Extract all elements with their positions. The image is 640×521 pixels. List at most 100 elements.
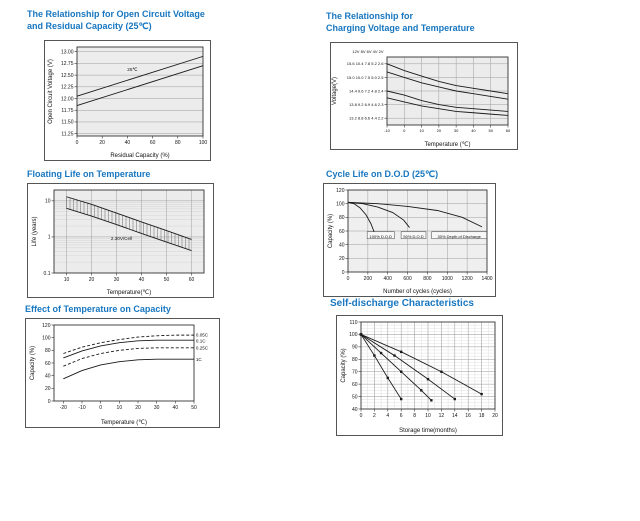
svg-text:0.1C: 0.1C bbox=[196, 338, 206, 343]
svg-text:Storage time(months): Storage time(months) bbox=[399, 428, 457, 434]
svg-text:Residual Capacity (%): Residual Capacity (%) bbox=[110, 153, 169, 159]
svg-text:10: 10 bbox=[419, 128, 424, 133]
chart-panel-floating-life: 10 20 30 40 50 60 10 1 0.1 Temperature(℃) Life (ye… bbox=[27, 183, 214, 298]
svg-text:0.1: 0.1 bbox=[44, 271, 51, 277]
chart-title-line: Effect of Temperature on Capacity bbox=[25, 304, 171, 314]
svg-text:80: 80 bbox=[175, 140, 181, 146]
svg-text:0.25C: 0.25C bbox=[196, 345, 209, 350]
chart-figure-open-circuit-voltage: 0 20 40 60 80 100 11.25 11.50 11.75 12.00 12.25 12.… bbox=[45, 41, 210, 160]
chart-title-temperature-capacity: Effect of Temperature on Capacity bbox=[25, 303, 255, 315]
svg-text:Open Circuit Voltage (V): Open Circuit Voltage (V) bbox=[48, 59, 54, 124]
svg-text:60: 60 bbox=[189, 277, 195, 283]
svg-text:60: 60 bbox=[45, 361, 51, 367]
svg-text:30: 30 bbox=[114, 277, 120, 283]
svg-text:60: 60 bbox=[150, 140, 156, 146]
svg-text:13.2 8.8 6.6 4.4 2.2: 13.2 8.8 6.6 4.4 2.2 bbox=[349, 116, 384, 121]
svg-text:11.25: 11.25 bbox=[61, 131, 73, 137]
svg-text:Capacity (%): Capacity (%) bbox=[341, 348, 347, 382]
chart-figure-cycle-life: 0 200 400 600 800 1000 1200 1400 0 20 40 60 80 100 120… bbox=[324, 184, 495, 296]
svg-text:0: 0 bbox=[347, 276, 350, 282]
svg-text:20: 20 bbox=[437, 128, 442, 133]
svg-text:40: 40 bbox=[45, 373, 51, 379]
chart-title-cycle-life: Cycle Life on D.O.D (25℃) bbox=[326, 168, 546, 180]
chart-title-line: Cycle Life on D.O.D (25℃) bbox=[326, 169, 439, 179]
svg-text:-10: -10 bbox=[78, 405, 85, 411]
svg-text:12.50: 12.50 bbox=[61, 73, 74, 79]
svg-text:90: 90 bbox=[352, 345, 358, 351]
svg-text:10: 10 bbox=[64, 277, 70, 283]
svg-text:20: 20 bbox=[135, 405, 141, 411]
chart-title-charging-voltage: The Relationship for Charging Voltage an… bbox=[326, 10, 536, 34]
svg-text:Temperature(℃): Temperature(℃) bbox=[107, 290, 151, 296]
svg-text:120: 120 bbox=[42, 323, 51, 329]
svg-text:20: 20 bbox=[45, 386, 51, 392]
svg-text:1: 1 bbox=[48, 235, 51, 241]
svg-text:600: 600 bbox=[403, 276, 412, 282]
svg-text:100: 100 bbox=[336, 201, 345, 207]
svg-text:2: 2 bbox=[373, 413, 376, 419]
svg-text:50: 50 bbox=[352, 394, 358, 400]
svg-text:Temperature (℃): Temperature (℃) bbox=[101, 420, 147, 426]
chart-svg-self-discharge: 0 2 4 6 8 10 12 14 16 18 20 40 50 60 70 80 90 100 110 Stora… bbox=[341, 320, 498, 434]
svg-text:4: 4 bbox=[386, 413, 389, 419]
svg-text:1000: 1000 bbox=[442, 276, 453, 282]
svg-text:200: 200 bbox=[364, 276, 373, 282]
svg-text:30: 30 bbox=[454, 128, 459, 133]
svg-text:10: 10 bbox=[117, 405, 123, 411]
svg-text:13.8 9.2 6.9 4.6 2.3: 13.8 9.2 6.9 4.6 2.3 bbox=[349, 102, 384, 107]
svg-text:1C: 1C bbox=[196, 357, 203, 362]
svg-text:8: 8 bbox=[413, 413, 416, 419]
svg-text:50: 50 bbox=[164, 277, 170, 283]
svg-text:12.25: 12.25 bbox=[61, 85, 74, 91]
svg-text:0: 0 bbox=[99, 405, 102, 411]
svg-text:11.75: 11.75 bbox=[61, 108, 73, 114]
chart-panel-cycle-life: 0 200 400 600 800 1000 1200 1400 0 20 40 60 80 100 120… bbox=[323, 183, 496, 297]
svg-text:0.05C: 0.05C bbox=[196, 333, 209, 338]
svg-text:40: 40 bbox=[339, 242, 345, 248]
svg-text:0: 0 bbox=[48, 399, 51, 405]
svg-text:2.30V/Cell: 2.30V/Cell bbox=[111, 236, 132, 241]
chart-figure-floating-life: 10 20 30 40 50 60 10 1 0.1 Temperature(℃) Life (ye… bbox=[28, 184, 213, 297]
svg-text:12.75: 12.75 bbox=[61, 61, 74, 67]
chart-svg-open-circuit-voltage: 0 20 40 60 80 100 11.25 11.50 11.75 12.00 12.25 12.… bbox=[48, 46, 207, 159]
svg-text:120: 120 bbox=[336, 188, 345, 194]
svg-text:400: 400 bbox=[384, 276, 393, 282]
svg-text:Capacity (%): Capacity (%) bbox=[30, 346, 36, 380]
svg-text:-10: -10 bbox=[384, 128, 391, 133]
svg-text:12.00: 12.00 bbox=[61, 96, 74, 102]
svg-text:50: 50 bbox=[191, 405, 197, 411]
chart-panel-open-circuit-voltage: 0 20 40 60 80 100 11.25 11.50 11.75 12.00 12.25 12.… bbox=[44, 40, 211, 161]
svg-text:70: 70 bbox=[352, 369, 358, 375]
svg-text:0: 0 bbox=[360, 413, 363, 419]
svg-text:800: 800 bbox=[423, 276, 432, 282]
svg-text:15.0 10.0 7.5 5.0 2.5: 15.0 10.0 7.5 5.0 2.5 bbox=[347, 75, 384, 80]
svg-text:18: 18 bbox=[479, 413, 485, 419]
svg-text:16: 16 bbox=[465, 413, 471, 419]
chart-title-self-discharge: Self-discharge Characteristics bbox=[330, 297, 560, 311]
svg-text:100% D.O.D: 100% D.O.D bbox=[370, 234, 393, 239]
svg-text:100: 100 bbox=[349, 332, 358, 338]
svg-text:40: 40 bbox=[352, 407, 358, 413]
svg-text:1400: 1400 bbox=[481, 276, 492, 282]
chart-figure-self-discharge: 0 2 4 6 8 10 12 14 16 18 20 40 50 60 70 80 90 100 110 Stora… bbox=[337, 316, 502, 435]
svg-text:80: 80 bbox=[339, 215, 345, 221]
svg-text:Number of cycles (cycles): Number of cycles (cycles) bbox=[383, 289, 452, 295]
chart-panel-temperature-capacity: -20 -10 0 10 20 30 40 50 0 20 40 60 80 100 120 Temperat… bbox=[25, 318, 220, 428]
svg-text:Life (years): Life (years) bbox=[32, 216, 38, 246]
chart-title-line: Floating Life on Temperature bbox=[27, 169, 151, 179]
chart-svg-cycle-life: 0 200 400 600 800 1000 1200 1400 0 20 40 60 80 100 120… bbox=[328, 188, 493, 295]
chart-panel-charging-voltage: -10 0 10 20 30 40 50 60 15.6 10.4 7.8 5.2 2.6 15.… bbox=[330, 42, 518, 150]
svg-text:0: 0 bbox=[342, 270, 345, 276]
svg-text:30% Depth of Discharge: 30% Depth of Discharge bbox=[438, 234, 482, 239]
svg-text:10: 10 bbox=[45, 199, 51, 205]
chart-panel-self-discharge: 0 2 4 6 8 10 12 14 16 18 20 40 50 60 70 80 90 100 110 Stora… bbox=[336, 315, 503, 436]
svg-text:0: 0 bbox=[403, 128, 406, 133]
chart-svg-floating-life: 10 20 30 40 50 60 10 1 0.1 Temperature(℃) Life (ye… bbox=[32, 189, 205, 296]
svg-text:60: 60 bbox=[506, 128, 511, 133]
chart-svg-charging-voltage: -10 0 10 20 30 40 50 60 15.6 10.4 7.8 5.2 2.6 15.… bbox=[332, 49, 511, 148]
svg-text:13.00: 13.00 bbox=[61, 49, 74, 55]
svg-text:100: 100 bbox=[42, 335, 51, 341]
svg-text:20: 20 bbox=[89, 277, 95, 283]
chart-title-floating-life: Floating Life on Temperature bbox=[27, 168, 247, 180]
svg-text:40: 40 bbox=[471, 128, 476, 133]
